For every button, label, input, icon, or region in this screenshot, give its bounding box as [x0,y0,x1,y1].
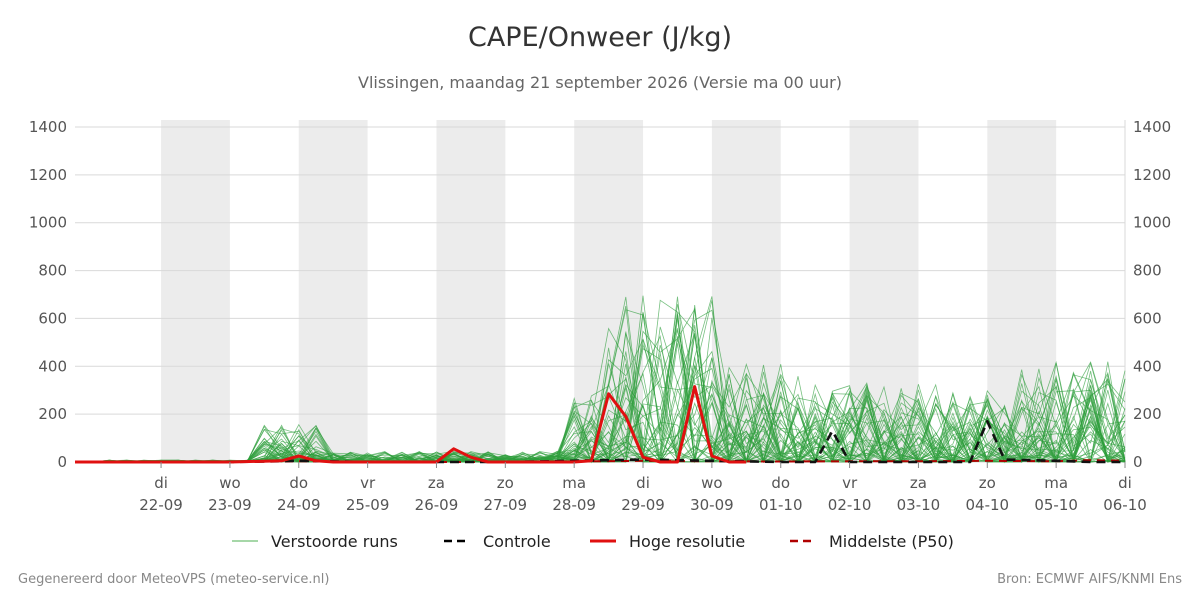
x-tick-weekday: za [910,474,927,492]
x-tick-date: 26-09 [415,496,459,514]
series-line-controle [75,419,1125,464]
x-tick-weekday: ma [562,474,586,492]
y-tick-label-right: 400 [1133,357,1162,375]
chart-title: CAPE/Onweer (J/kg) [467,22,732,53]
y-tick-label-left: 800 [38,262,67,280]
day-band [298,120,368,462]
x-tick-weekday: di [154,474,168,492]
x-tick-date: 29-09 [621,496,665,514]
x-tick-weekday: wo [701,474,722,492]
x-tick-date: 25-09 [346,496,390,514]
x-tick-date: 30-09 [690,496,734,514]
y-tick-label-left: 0 [57,453,67,471]
x-tick-date: 24-09 [277,496,321,514]
x-tick-weekday: di [1118,474,1132,492]
x-tick-weekday: vr [842,474,858,492]
x-tick-date: 06-10 [1103,496,1147,514]
x-tick-date: 02-10 [828,496,872,514]
x-tick-date: 23-09 [208,496,252,514]
day-band [987,120,1057,462]
legend-label: Middelste (P50) [829,532,954,551]
x-tick-date: 03-10 [897,496,941,514]
x-tick-weekday: zo [497,474,514,492]
x-tick-weekday: zo [979,474,996,492]
y-axis-ticks: 0 0 200 200 400 400 600 600 800 800 1000 1000 1200 12… [29,118,1171,471]
x-tick-weekday: za [428,474,445,492]
series-line-hoge-resolutie [75,385,747,464]
series-lines [75,385,1126,464]
y-tick-label-left: 1000 [29,214,67,232]
legend-label: Controle [483,532,551,551]
legend-label: Verstoorde runs [271,532,398,551]
y-tick-label-right: 200 [1133,405,1162,423]
x-tick-weekday: di [636,474,650,492]
y-tick-label-right: 0 [1133,453,1143,471]
x-tick-date: 28-09 [552,496,596,514]
x-axis-ticks: di 22-09 wo 23-09 do 24-09 vr 25-09 za 26-09 zo 27-… [139,462,1147,514]
x-tick-weekday: do [771,474,790,492]
legend: Verstoorde runs Controle Hoge resolutie Mid… [232,532,954,551]
x-tick-date: 05-10 [1034,496,1078,514]
y-tick-label-right: 600 [1133,309,1162,327]
x-tick-weekday: wo [219,474,240,492]
ensemble-run-line [75,328,1126,463]
x-tick-date: 01-10 [759,496,803,514]
y-tick-label-left: 600 [38,309,67,327]
day-band [161,120,230,462]
chart-subtitle: Vlissingen, maandag 21 september 2026 (V… [358,73,842,92]
y-tick-label-right: 1000 [1133,214,1171,232]
y-tick-label-right: 800 [1133,262,1162,280]
y-tick-label-left: 1200 [29,166,67,184]
y-tick-label-left: 400 [38,357,67,375]
legend-label: Hoge resolutie [629,532,745,551]
x-tick-weekday: ma [1044,474,1068,492]
y-tick-label-left: 200 [38,405,67,423]
x-tick-date: 04-10 [965,496,1009,514]
x-tick-weekday: vr [360,474,376,492]
x-tick-date: 22-09 [139,496,183,514]
footer-generated-by: Gegenereerd door MeteoVPS (meteo-service… [18,572,330,587]
y-tick-label-left: 1400 [29,118,67,136]
x-tick-weekday: do [289,474,308,492]
y-tick-label-right: 1400 [1133,118,1171,136]
y-tick-label-right: 1200 [1133,166,1171,184]
day-band [436,120,506,462]
x-tick-date: 27-09 [484,496,528,514]
footer-source: Bron: ECMWF AIFS/KNMI Ens [997,572,1182,587]
